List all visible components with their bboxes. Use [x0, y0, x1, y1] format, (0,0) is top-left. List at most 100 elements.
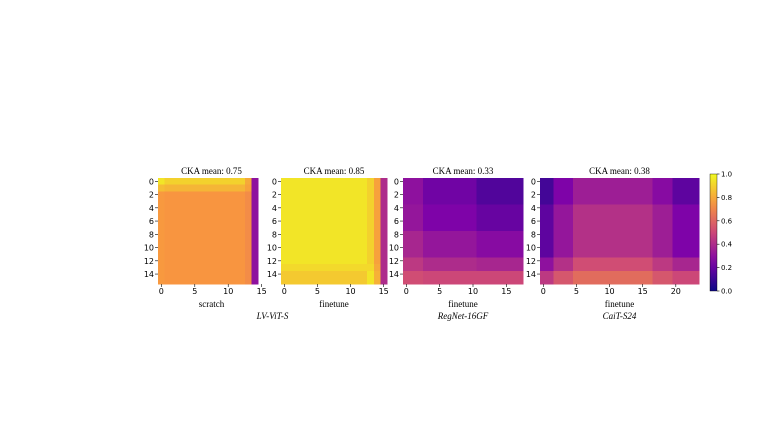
- heatmap-cell: [540, 270, 554, 285]
- heatmap-cell: [251, 191, 259, 285]
- heatmap-cell: [244, 184, 252, 192]
- heatmap-cell: [423, 204, 477, 232]
- heatmap-cell: [652, 204, 673, 258]
- heatmap-cell: [367, 264, 375, 272]
- y-tick-label: 12: [267, 257, 277, 266]
- heatmap-cell: [423, 231, 477, 258]
- panel-title: CKA mean: 0.75: [181, 166, 242, 176]
- heatmap-cell: [672, 257, 700, 272]
- y-tick-label: 14: [267, 270, 277, 279]
- heatmap-cell: [476, 178, 524, 205]
- heatmap-cell: [367, 178, 375, 265]
- y-tick-label: 8: [272, 230, 277, 239]
- heatmap-cell: [573, 257, 653, 272]
- y-tick-label: 6: [531, 217, 536, 226]
- heatmap-cell: [652, 178, 673, 205]
- x-tick-label: 15: [379, 287, 389, 296]
- y-tick-label: 10: [144, 244, 154, 253]
- colorbar-tick-label: 1.0: [721, 171, 732, 179]
- heatmap-cell: [476, 257, 524, 272]
- y-tick-label: 4: [272, 204, 277, 213]
- heatmap-cell: [672, 178, 700, 205]
- heatmap-cell: [158, 178, 165, 185]
- y-tick-label: 12: [144, 257, 154, 266]
- heatmap-cell: [652, 270, 673, 285]
- x-tick-label: 10: [345, 287, 355, 296]
- heatmap-cell: [244, 191, 252, 285]
- heatmap-cell: [476, 270, 524, 285]
- colorbar-tick-label: 0.4: [721, 241, 733, 249]
- y-tick-label: 0: [394, 177, 399, 186]
- y-tick-label: 0: [149, 177, 154, 186]
- panel-title: CKA mean: 0.33: [433, 166, 494, 176]
- y-tick-label: 4: [531, 204, 536, 213]
- heatmap-cell: [158, 184, 165, 192]
- y-tick-label: 4: [149, 204, 154, 213]
- y-tick-label: 2: [394, 191, 399, 200]
- heatmap-cell: [540, 257, 554, 272]
- heatmap-cell: [373, 264, 381, 272]
- y-tick-label: 2: [272, 191, 277, 200]
- heatmap-cell: [251, 184, 259, 192]
- x-tick-label: 0: [541, 287, 546, 296]
- heatmap-cell: [281, 178, 368, 265]
- heatmap-cell: [553, 178, 574, 205]
- heatmap-cell: [403, 178, 424, 205]
- y-tick-label: 12: [526, 257, 536, 266]
- panel-title: CKA mean: 0.38: [589, 166, 650, 176]
- heatmap-cell: [367, 270, 375, 285]
- x-tick-label: 15: [257, 287, 267, 296]
- heatmap-cell: [373, 178, 381, 265]
- y-tick-label: 10: [389, 244, 399, 253]
- heatmap-cell: [423, 257, 477, 272]
- x-tick-label: 20: [671, 287, 681, 296]
- heatmap-cell: [244, 178, 252, 185]
- y-tick-label: 0: [272, 177, 277, 186]
- heatmap-cell: [164, 184, 246, 192]
- heatmap-cell: [652, 257, 673, 272]
- x-tick-label: 10: [468, 287, 478, 296]
- heatmap-cell: [403, 231, 424, 258]
- heatmap-cell: [403, 257, 424, 272]
- heatmap-cell: [553, 204, 574, 258]
- heatmap-cell: [540, 204, 554, 258]
- y-tick-label: 6: [272, 217, 277, 226]
- heatmap-cell: [423, 178, 477, 205]
- heatmap-cell: [380, 264, 388, 272]
- heatmap-cell: [403, 204, 424, 232]
- heatmap-cell: [573, 178, 653, 205]
- heatmap-cell: [380, 270, 388, 285]
- heatmap-cell: [164, 178, 246, 185]
- y-tick-label: 8: [394, 230, 399, 239]
- x-tick-label: 5: [574, 287, 579, 296]
- y-tick-label: 10: [267, 244, 277, 253]
- x-tick-label: 0: [282, 287, 287, 296]
- heatmap-cell: [380, 178, 388, 265]
- y-tick-label: 10: [526, 244, 536, 253]
- y-tick-label: 14: [526, 270, 536, 279]
- colorbar-tick-label: 0.2: [721, 264, 732, 272]
- heatmap-cell: [540, 178, 554, 205]
- heatmap-cell: [403, 270, 424, 285]
- model-caption: LV-ViT-S: [256, 311, 289, 321]
- x-tick-label: 15: [501, 287, 511, 296]
- heatmap-cell: [573, 204, 653, 258]
- y-tick-label: 12: [389, 257, 399, 266]
- heatmap-cell: [373, 270, 381, 285]
- y-tick-label: 8: [531, 230, 536, 239]
- y-tick-label: 2: [531, 191, 536, 200]
- heatmap-cell: [573, 270, 653, 285]
- y-tick-label: 0: [531, 177, 536, 186]
- colorbar: [709, 173, 718, 292]
- x-axis-label: finetune: [319, 299, 349, 309]
- x-tick-label: 0: [404, 287, 409, 296]
- y-tick-label: 2: [149, 191, 154, 200]
- y-tick-label: 14: [144, 270, 154, 279]
- y-tick-label: 6: [394, 217, 399, 226]
- heatmap-cell: [251, 178, 259, 185]
- colorbar-tick-label: 0.0: [721, 288, 732, 296]
- heatmap-cell: [672, 270, 700, 285]
- model-caption: RegNet-16GF: [437, 311, 489, 321]
- x-tick-label: 15: [638, 287, 648, 296]
